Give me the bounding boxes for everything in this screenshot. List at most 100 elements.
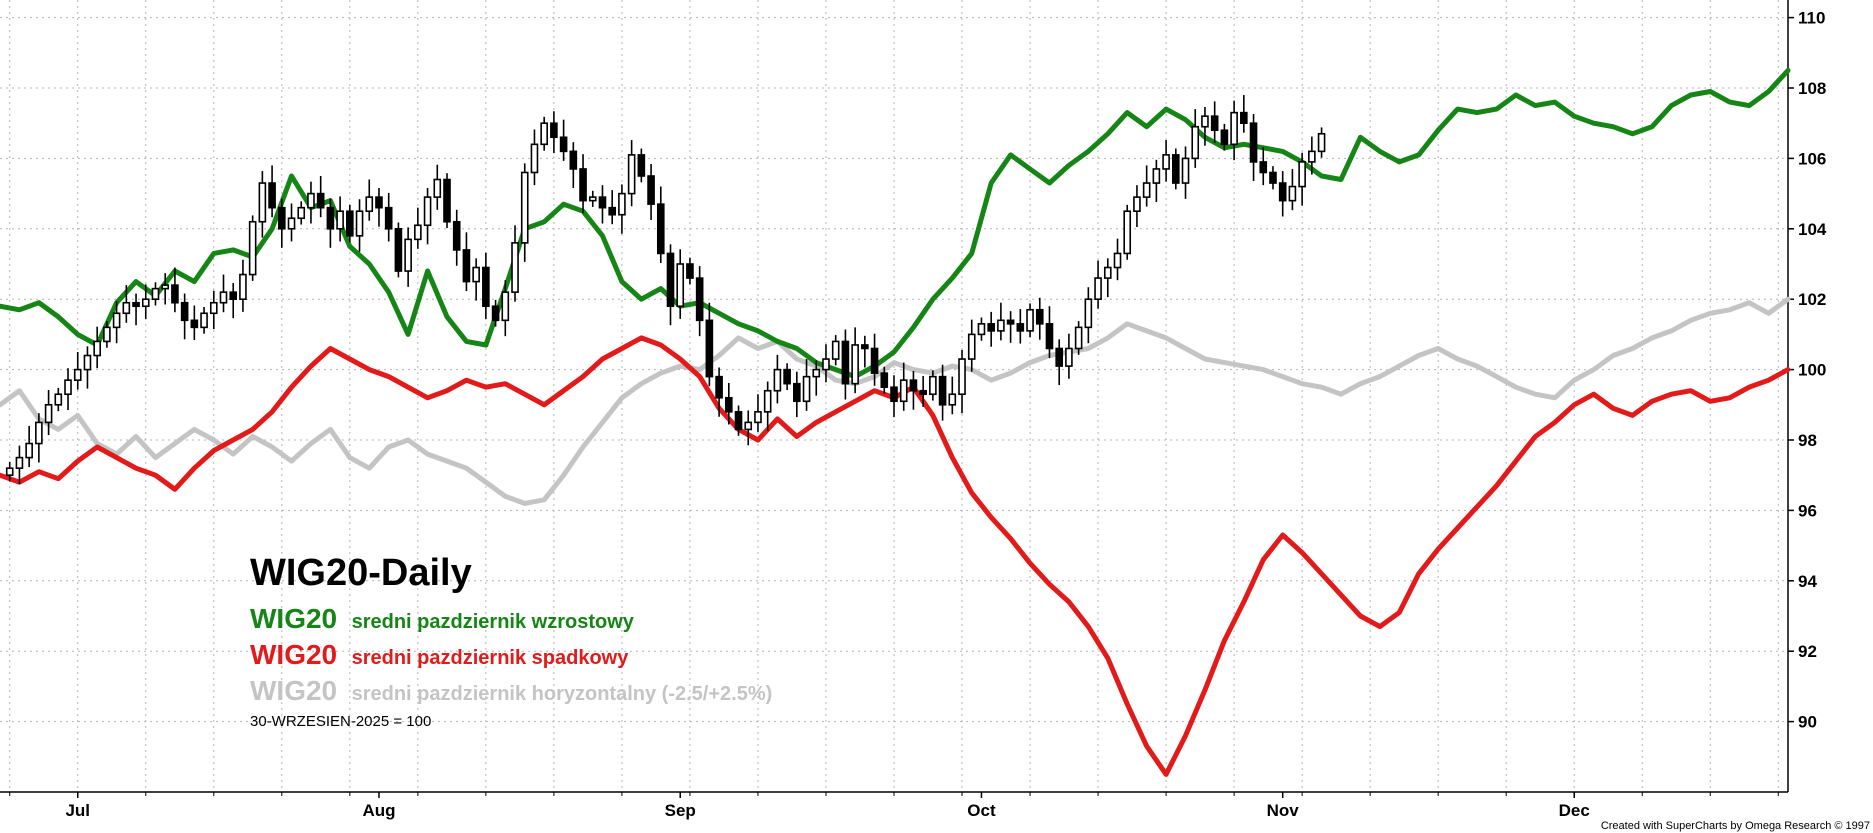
candle-body [598, 196, 607, 209]
candle-body [1220, 129, 1229, 146]
candle-body [316, 192, 325, 209]
candle-body [880, 372, 889, 388]
candle-body [530, 143, 539, 174]
candle-body [608, 206, 617, 216]
x-tick-label: Sep [665, 801, 696, 820]
candle-body [1298, 161, 1306, 188]
candle-body [384, 206, 393, 230]
candle-body [151, 287, 160, 301]
candle-body [540, 122, 548, 146]
candle-body [219, 291, 228, 304]
series-line-flat [0, 296, 1791, 506]
candle-body [929, 375, 937, 396]
base-note: 30-WRZESIEN-2025 = 100 [250, 713, 431, 730]
legend-symbol-flat: WIG20 [250, 675, 337, 706]
candle-body [1317, 132, 1326, 153]
candle-body [793, 382, 801, 403]
candle-body [190, 319, 199, 329]
candle-body [83, 354, 92, 371]
y-tick-label: 102 [1798, 290, 1826, 309]
candle-body [375, 196, 383, 209]
candle-body [686, 263, 694, 279]
candle-body [676, 263, 685, 308]
legend-text-fall: sredni pazdziernik spadkowy [352, 647, 630, 669]
candle-body [180, 301, 189, 322]
candle-body [1171, 154, 1180, 184]
candle-body [977, 323, 986, 336]
candle-body [64, 379, 72, 396]
candle-body [239, 273, 247, 300]
candle-body [909, 379, 918, 392]
candle-body [1074, 326, 1083, 350]
candle-body [171, 284, 179, 304]
candle-body [958, 358, 966, 396]
axis-labels: 90 92 94 96 98 100 102 104 106 108 110 Jul Aug Sep Oct… [65, 9, 1826, 820]
candle-body [938, 375, 947, 406]
candle-body [1162, 154, 1170, 170]
candle-body [54, 393, 63, 406]
candle-body [1210, 115, 1219, 132]
legend-item-flat: WIG20 sredni pazdziernik horyzontalny (-… [250, 675, 772, 706]
candle-body [637, 154, 646, 177]
legend-item-rise: WIG20 sredni pazdziernik wzrostowy [250, 603, 635, 634]
candle-body [899, 379, 908, 403]
candle-body [831, 340, 840, 360]
candle-body [1152, 168, 1161, 184]
candle-body [1259, 161, 1268, 174]
candle-body [112, 312, 121, 329]
legend-text-flat: sredni pazdziernik horyzontalny (-2.5/+2… [352, 683, 773, 705]
candle-body [355, 210, 364, 237]
candle-body [132, 301, 140, 308]
candle-body [1006, 319, 1015, 325]
candle-body [851, 344, 859, 385]
candle-body [1113, 252, 1122, 269]
candle-body [802, 375, 811, 403]
candle-body [15, 456, 24, 469]
candle-body [1249, 122, 1258, 163]
candle-body [559, 136, 568, 153]
candle-body [1240, 111, 1248, 124]
candle-body [1142, 182, 1151, 198]
candle-body [919, 389, 927, 396]
legend-symbol-rise: WIG20 [250, 603, 337, 634]
candle-body [1269, 171, 1277, 184]
candle-body [44, 403, 53, 424]
candle-body [5, 467, 14, 477]
candle-body [822, 358, 830, 371]
candle-body [482, 266, 490, 308]
candle-body [1308, 150, 1316, 163]
candle-body [997, 319, 1005, 332]
candle-body [365, 196, 374, 212]
y-tick-label: 90 [1798, 713, 1817, 732]
candle-body [258, 182, 267, 223]
candle-body [861, 344, 869, 350]
y-tick-label: 106 [1798, 149, 1826, 168]
candle-body [462, 249, 471, 283]
candle-body [763, 389, 772, 413]
candle-body [287, 217, 296, 230]
y-tick-label: 110 [1798, 9, 1825, 28]
candle-body [1026, 308, 1034, 332]
candle-body [229, 291, 238, 301]
candle-body [248, 220, 257, 276]
candle-body [627, 154, 636, 195]
candle-body [433, 178, 442, 198]
y-tick-label: 108 [1798, 79, 1826, 98]
candle-body [209, 301, 218, 315]
candles [5, 95, 1326, 484]
candle-body [550, 122, 558, 139]
candle-body [1201, 115, 1209, 128]
y-tick-label: 96 [1798, 501, 1817, 520]
candle-body [987, 323, 995, 332]
x-tick-label: Jul [65, 801, 90, 820]
candle-body [103, 326, 111, 343]
candle-body [346, 210, 354, 237]
candle-body [326, 206, 335, 230]
y-tick-label: 98 [1798, 431, 1817, 450]
candle-body [501, 291, 510, 322]
candle-body [724, 396, 733, 413]
candle-body [734, 411, 743, 431]
candle-body [1065, 347, 1073, 367]
